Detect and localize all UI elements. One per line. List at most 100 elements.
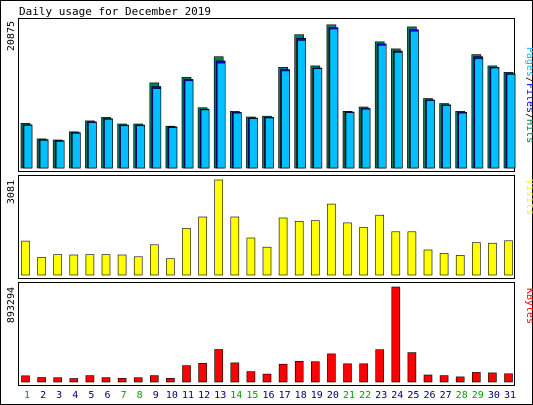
kbytes-bar <box>439 375 449 383</box>
pages-bar <box>216 62 226 169</box>
pages-bar <box>104 119 113 169</box>
pages-bar <box>393 52 403 169</box>
visits-bar <box>150 244 159 276</box>
kbytes-bar <box>214 349 223 383</box>
hits-bars <box>20 24 516 169</box>
kbytes-bar <box>198 362 207 383</box>
visits-bar <box>85 254 95 276</box>
pages-bar <box>281 70 290 169</box>
day-label: 11 <box>182 390 194 401</box>
visits-bar <box>504 240 513 276</box>
visits-bar <box>246 237 256 276</box>
pages-bar <box>184 80 194 169</box>
visits-bar <box>310 220 320 276</box>
day-label: 18 <box>295 390 307 401</box>
kbytes-bar <box>471 372 481 383</box>
pages-bar <box>426 100 435 169</box>
visits-bar <box>327 203 336 276</box>
kbytes-panel <box>18 282 515 386</box>
pages-bar <box>265 117 274 169</box>
visits-bar <box>375 214 385 276</box>
kbytes-bar <box>278 363 288 383</box>
day-label: 28 <box>456 390 468 401</box>
kbytes-bar <box>246 371 256 383</box>
day-label: 10 <box>166 390 178 401</box>
visits-bar <box>359 227 368 276</box>
visits-bar <box>278 217 288 276</box>
kbytes-bar <box>391 286 401 383</box>
pages-bar <box>442 105 451 169</box>
visits-bar <box>488 242 497 276</box>
day-label: 17 <box>279 390 291 401</box>
kbytes-bar <box>294 360 304 383</box>
kbytes-bar <box>359 363 368 383</box>
pages-bar <box>249 118 258 169</box>
pages-bar <box>120 125 129 169</box>
kbytes-bar <box>85 375 95 383</box>
day-label: 14 <box>230 390 242 401</box>
pages-bar <box>168 127 178 169</box>
visits-bar <box>21 240 30 276</box>
visits-bar <box>294 221 304 276</box>
visits-bar <box>423 249 433 276</box>
kbytes-bar <box>230 362 240 383</box>
visits-bar <box>214 179 223 276</box>
day-label: 22 <box>359 390 371 401</box>
pages-bar <box>39 140 49 169</box>
kbytes-bar <box>182 365 191 383</box>
kbytes-bar <box>504 373 513 383</box>
day-label: 21 <box>343 390 355 401</box>
kbytes-bar <box>117 377 127 383</box>
kbytes-bars <box>21 286 513 383</box>
day-label: 26 <box>423 390 435 401</box>
kbytes-bar <box>53 377 63 383</box>
kbytes-bar <box>375 349 385 383</box>
pages-bar <box>410 30 419 169</box>
kbytes-bar <box>21 375 30 383</box>
visits-bar <box>117 254 127 276</box>
chart-title: Daily usage for December 2019 <box>19 5 211 18</box>
visits-bar <box>343 222 352 276</box>
day-label: 9 <box>153 390 159 401</box>
kbytes-bar <box>133 377 143 383</box>
visits-legend: Visits <box>524 179 533 215</box>
kbytes-max-label: 893294 <box>6 287 17 323</box>
day-label: 1 <box>24 390 30 401</box>
day-label: 19 <box>311 390 323 401</box>
visits-bar <box>230 216 240 276</box>
visits-bar <box>37 257 46 276</box>
kbytes-bar <box>327 353 336 383</box>
pages-bar <box>458 112 468 169</box>
pages-bar <box>88 122 97 169</box>
kbytes-bar <box>488 372 497 383</box>
kbytes-bar <box>37 377 46 383</box>
day-label: 23 <box>375 390 387 401</box>
legend-hits: Hits <box>524 119 533 143</box>
visits-bar <box>166 258 175 276</box>
legend-pages: Pages <box>524 47 533 77</box>
kbytes-bar <box>407 352 417 383</box>
visits-bar <box>439 253 449 276</box>
kbytes-bar <box>262 373 272 383</box>
day-labels: 1 2 3 4 5 6 7 8 9 10 11 12 13 14 15 16 17 18 19 20 21 22 23 24 2… <box>24 390 516 401</box>
pages-bar <box>55 141 65 169</box>
day-label: 6 <box>104 390 110 401</box>
day-label: 13 <box>214 390 226 401</box>
pages-bar <box>23 125 33 169</box>
kbytes-bar <box>423 374 433 383</box>
pages-bar <box>313 68 323 169</box>
visits-bar <box>133 256 143 276</box>
day-label: 7 <box>121 390 127 401</box>
day-label: 4 <box>72 390 78 401</box>
pages-bar <box>152 88 162 169</box>
day-label: 12 <box>198 390 210 401</box>
kbytes-bar <box>150 375 159 383</box>
day-label: 5 <box>88 390 94 401</box>
legend-files: Files <box>524 83 533 113</box>
pages-bar <box>72 133 81 169</box>
kbytes-bar <box>455 376 465 383</box>
pages-bar <box>200 109 210 169</box>
day-label: 8 <box>137 390 143 401</box>
